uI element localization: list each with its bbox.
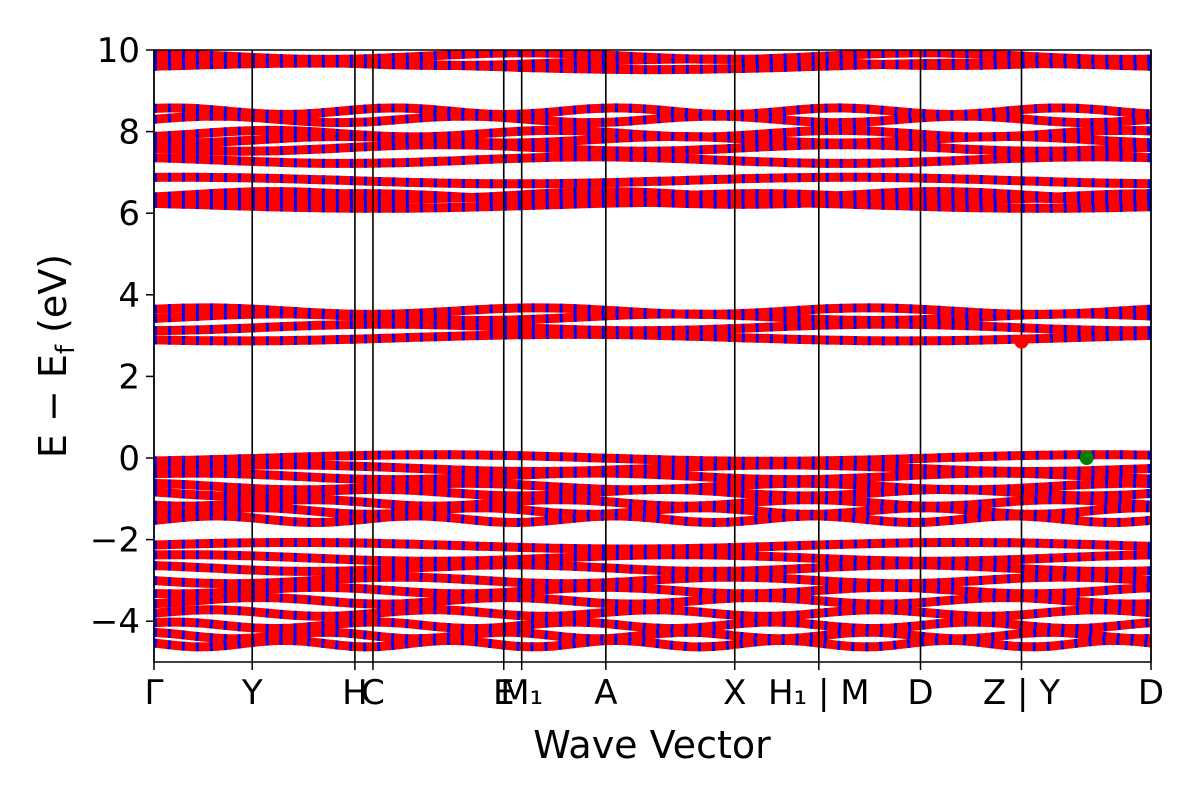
y-tick-label: 6 <box>118 194 140 234</box>
x-tick-label: E <box>493 673 514 713</box>
y-tick-label: −4 <box>90 602 140 642</box>
band-line <box>154 495 1151 511</box>
band-line <box>154 627 1151 644</box>
band-line <box>154 172 1151 189</box>
band-line <box>154 635 1151 652</box>
x-tick-label: C <box>361 673 385 713</box>
band-line <box>154 617 1151 634</box>
band-line <box>154 329 1151 346</box>
y-tick-label: 2 <box>118 357 140 397</box>
bands-layer <box>154 50 1151 652</box>
band-line <box>154 511 1151 528</box>
x-tick-label: A <box>594 673 617 713</box>
y-tick-label: 4 <box>118 276 140 316</box>
x-tick-label: M₁ <box>500 673 543 713</box>
y-axis-title-main: E − E <box>31 354 75 458</box>
x-tick-label: Y <box>241 673 263 713</box>
x-ticks-layer: Γ Y HC EM₁ A X H₁ | M D Z | Y D <box>145 662 1164 713</box>
band-line <box>154 125 1151 142</box>
band-line <box>154 152 1151 168</box>
markers-layer <box>1014 334 1094 465</box>
x-tick-label: Z | Y <box>983 673 1060 713</box>
y-axis-title: E − Ef (eV) <box>31 254 81 458</box>
band-edge-marker <box>1014 334 1029 349</box>
y-tick-label: 10 <box>97 31 140 71</box>
band-line <box>154 593 1151 609</box>
band-line <box>154 319 1151 336</box>
x-axis-title: Wave Vector <box>533 723 771 767</box>
band-line <box>154 103 1151 120</box>
y-axis-title-sub: f <box>51 344 81 354</box>
band-line <box>154 503 1151 519</box>
band-line <box>154 560 1151 576</box>
band-line <box>154 50 1151 64</box>
band-line <box>154 484 1151 501</box>
band-line <box>154 303 1151 319</box>
band-line <box>154 572 1151 589</box>
y-axis-title-unit: (eV) <box>31 254 75 345</box>
band-line <box>154 140 1151 156</box>
band-line <box>154 450 1151 466</box>
y-ticks-layer: 10 8 6 4 2 0 −2 −4 <box>90 31 154 642</box>
band-line <box>154 538 1151 554</box>
x-tick-label: Γ <box>145 673 164 713</box>
band-line <box>154 468 1151 485</box>
band-edge-marker <box>1079 451 1094 465</box>
y-tick-label: 8 <box>118 113 140 153</box>
x-tick-label: X <box>723 673 746 713</box>
x-tick-label: D <box>1138 673 1164 713</box>
y-tick-label: −2 <box>90 521 140 561</box>
band-line <box>154 187 1151 203</box>
plot-frame <box>153 49 1152 663</box>
x-tick-label: H <box>342 673 368 713</box>
band-line <box>154 605 1151 621</box>
x-tick-label: H₁ | M <box>768 673 870 713</box>
kpath-lines-layer <box>153 50 1152 662</box>
y-tick-label: 0 <box>118 439 140 479</box>
x-tick-label: D <box>907 673 933 713</box>
band-line <box>154 582 1151 599</box>
band-line <box>154 550 1151 566</box>
